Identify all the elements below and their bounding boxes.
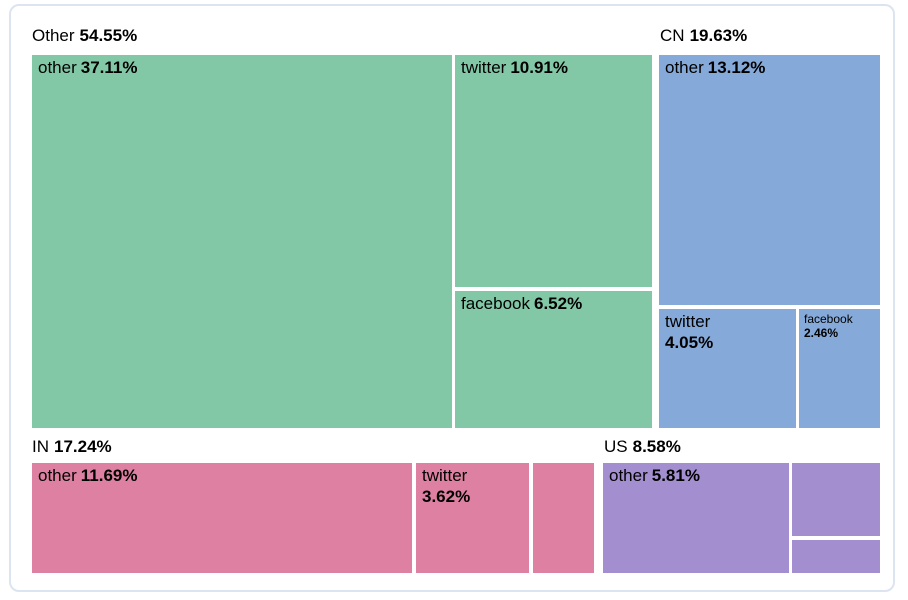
group-header-cn: CN 19.63% bbox=[660, 26, 747, 46]
cell-other-facebook[interactable]: facebook 6.52% bbox=[455, 291, 652, 428]
cell-cn-facebook[interactable]: facebook 2.46% bbox=[799, 309, 880, 428]
cell-other-other[interactable]: other 37.11% bbox=[32, 55, 452, 428]
cell-cn-twitter[interactable]: twitter 4.05% bbox=[659, 309, 796, 428]
cell-percent: 5.81% bbox=[651, 466, 700, 485]
cell-percent: 11.69% bbox=[80, 466, 138, 485]
cell-us-unlabeled-bottom[interactable] bbox=[792, 540, 880, 573]
cell-in-unlabeled[interactable] bbox=[533, 463, 594, 573]
cell-cn-other[interactable]: other 13.12% bbox=[659, 55, 880, 305]
cell-label: facebook bbox=[461, 294, 530, 313]
cell-label: twitter bbox=[461, 58, 507, 77]
cell-percent: 13.12% bbox=[707, 58, 766, 77]
cell-label: twitter bbox=[665, 312, 711, 331]
cell-us-other[interactable]: other 5.81% bbox=[603, 463, 789, 573]
cell-label: twitter bbox=[422, 466, 468, 485]
cell-percent: 10.91% bbox=[510, 58, 569, 77]
group-percent: 54.55% bbox=[79, 26, 138, 45]
group-header-other: Other 54.55% bbox=[32, 26, 137, 46]
group-header-us: US 8.58% bbox=[604, 437, 681, 457]
cell-percent: 2.46% bbox=[804, 326, 839, 341]
cell-percent: 4.05% bbox=[665, 332, 714, 352]
cell-percent: 37.11% bbox=[80, 58, 138, 77]
cell-percent: 6.52% bbox=[534, 294, 583, 313]
cell-us-unlabeled-top[interactable] bbox=[792, 463, 880, 536]
cell-label: other bbox=[665, 58, 704, 77]
group-name: US bbox=[604, 437, 628, 456]
cell-label: facebook bbox=[804, 312, 853, 326]
group-percent: 8.58% bbox=[632, 437, 681, 456]
group-name: CN bbox=[660, 26, 685, 45]
group-percent: 17.24% bbox=[54, 437, 112, 456]
cell-in-other[interactable]: other 11.69% bbox=[32, 463, 412, 573]
cell-label: other bbox=[609, 466, 648, 485]
group-name: Other bbox=[32, 26, 75, 45]
cell-percent: 3.62% bbox=[422, 486, 471, 506]
cell-label: other bbox=[38, 466, 77, 485]
group-percent: 19.63% bbox=[689, 26, 748, 45]
cell-label: other bbox=[38, 58, 77, 77]
group-name: IN bbox=[32, 437, 49, 456]
cell-other-twitter[interactable]: twitter 10.91% bbox=[455, 55, 652, 287]
group-header-in: IN 17.24% bbox=[32, 437, 112, 457]
cell-in-twitter[interactable]: twitter 3.62% bbox=[416, 463, 529, 573]
